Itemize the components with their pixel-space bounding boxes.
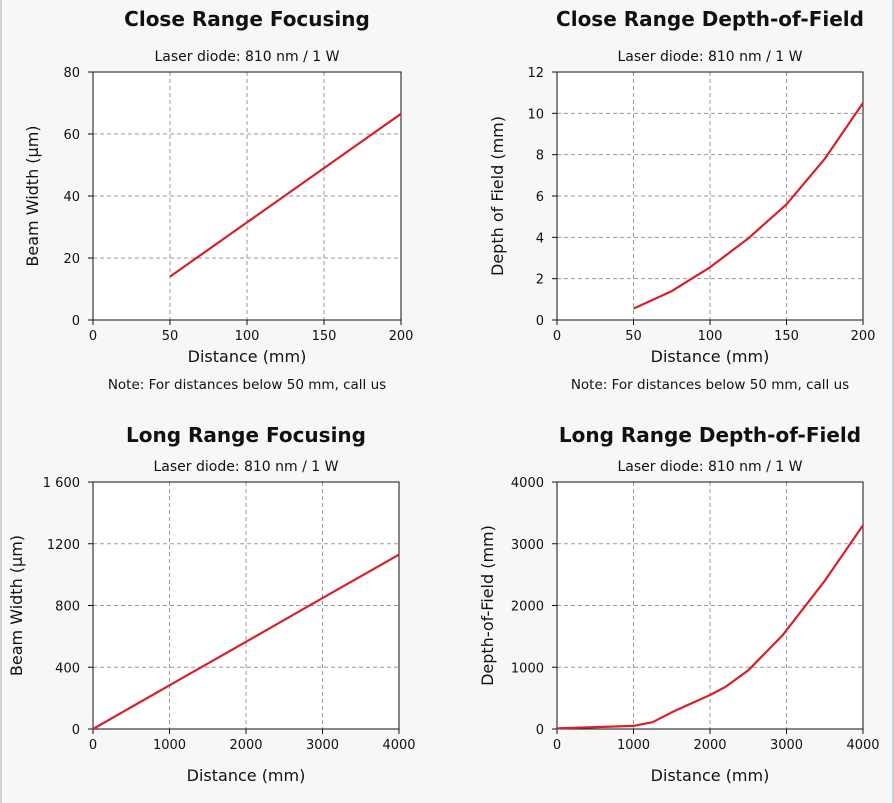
y-axis-label: Beam Width (µm) (7, 535, 26, 676)
x-tick-label: 3000 (306, 738, 339, 753)
y-axis-label: Depth-of-Field (mm) (478, 525, 497, 686)
x-tick-label: 2000 (693, 738, 726, 753)
x-tick-label: 50 (162, 329, 179, 344)
chart-3: Long Range Focusing Laser diode: 810 nm /… (7, 423, 416, 785)
y-tick-label: 60 (63, 128, 80, 143)
y-tick-label: 80 (63, 66, 80, 81)
chart-title: Close Range Depth-of-Field (556, 7, 864, 31)
x-tick-label: 200 (389, 329, 414, 344)
y-tick-label: 0 (72, 314, 80, 329)
y-tick-label: 6 (536, 190, 544, 205)
chart-note: Note: For distances below 50 mm, call us (108, 377, 386, 393)
y-tick-label: 20 (63, 252, 80, 267)
series-line (633, 102, 864, 310)
x-tick-label: 100 (698, 329, 723, 344)
x-axis-label: Distance (mm) (188, 347, 307, 366)
y-tick-label: 3000 (511, 538, 544, 553)
x-tick-label: 1000 (617, 738, 650, 753)
y-tick-label: 400 (55, 661, 80, 676)
y-tick-label: 1200 (47, 538, 80, 553)
series-line (92, 553, 400, 730)
chart-title: Long Range Depth-of-Field (559, 423, 861, 447)
x-tick-label: 0 (89, 329, 97, 344)
y-tick-label: 0 (72, 723, 80, 738)
x-tick-label: 4000 (382, 738, 415, 753)
x-tick-label: 0 (89, 738, 97, 753)
y-tick-label: 4000 (511, 476, 544, 491)
chart-note: Note: For distances below 50 mm, call us (571, 377, 849, 393)
series-line (556, 524, 864, 730)
y-tick-label: 800 (55, 600, 80, 615)
page-edge-right (892, 0, 894, 803)
chart-1: Close Range Focusing Laser diode: 810 nm … (23, 7, 413, 393)
x-tick-label: 0 (553, 329, 561, 344)
y-tick-label: 2000 (511, 600, 544, 615)
y-tick-label: 0 (536, 723, 544, 738)
chart-subtitle: Laser diode: 810 nm / 1 W (617, 49, 802, 65)
x-tick-label: 100 (235, 329, 260, 344)
y-axis-label: Beam Width (µm) (23, 125, 42, 266)
chart-title: Long Range Focusing (126, 423, 366, 447)
x-tick-label: 150 (312, 329, 337, 344)
page-edge-left (0, 0, 2, 803)
series-line (169, 112, 402, 278)
y-tick-label: 0 (536, 314, 544, 329)
chart-subtitle: Laser diode: 810 nm / 1 W (153, 459, 338, 475)
y-tick-label: 10 (527, 107, 544, 122)
x-tick-label: 1000 (153, 738, 186, 753)
chart-subtitle: Laser diode: 810 nm / 1 W (617, 459, 802, 475)
y-tick-label: 1 600 (43, 476, 80, 491)
x-axis-label: Distance (mm) (187, 766, 306, 785)
x-tick-label: 150 (774, 329, 799, 344)
x-tick-label: 0 (553, 738, 561, 753)
x-tick-label: 200 (851, 329, 876, 344)
x-tick-label: 4000 (846, 738, 879, 753)
x-tick-label: 2000 (229, 738, 262, 753)
x-tick-label: 50 (625, 329, 642, 344)
chart-subtitle: Laser diode: 810 nm / 1 W (154, 49, 339, 65)
y-tick-label: 2 (536, 273, 544, 288)
y-tick-label: 40 (63, 190, 80, 205)
x-tick-label: 3000 (770, 738, 803, 753)
y-tick-label: 4 (536, 231, 544, 246)
y-axis-label: Depth of Field (mm) (488, 116, 507, 276)
chart-title: Close Range Focusing (124, 7, 370, 31)
y-tick-label: 8 (536, 149, 544, 164)
y-tick-label: 1000 (511, 661, 544, 676)
x-axis-label: Distance (mm) (651, 347, 770, 366)
y-tick-label: 12 (527, 66, 544, 81)
chart-2: Close Range Depth-of-Field Laser diode: 8… (488, 7, 875, 393)
x-axis-label: Distance (mm) (651, 766, 770, 785)
chart-4: Long Range Depth-of-Field Laser diode: 81… (478, 423, 880, 785)
